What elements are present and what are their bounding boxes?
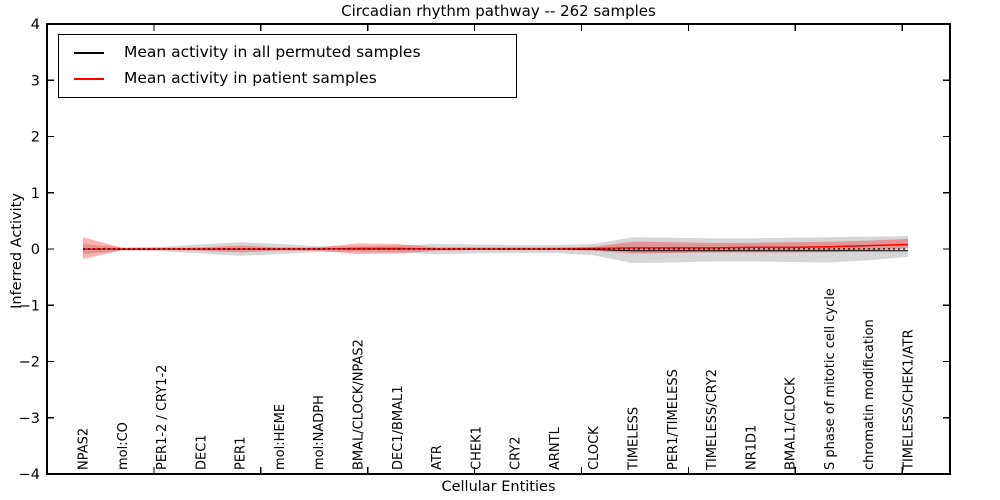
- y-tick-label: 2: [31, 130, 40, 146]
- x-category-label: mol:NADPH: [312, 395, 327, 470]
- x-category-label: ATR: [430, 445, 445, 470]
- x-category-label: TIMELESS: [627, 407, 642, 471]
- y-tick-label: −3: [19, 411, 40, 427]
- x-category-label: CHEK1: [469, 426, 484, 470]
- x-category-label: mol:HEME: [273, 404, 288, 470]
- x-category-label: BMAL/CLOCK/NPAS2: [352, 339, 367, 470]
- x-category-label: S phase of mitotic cell cycle: [823, 288, 838, 470]
- chart-title: Circadian rhythm pathway -- 262 samples: [341, 2, 656, 20]
- y-tick-label: −1: [19, 298, 40, 314]
- patient-std-band: [83, 237, 908, 260]
- patient-line-swatch: [74, 77, 104, 80]
- legend-box: Mean activity in all permuted samples Me…: [58, 34, 517, 98]
- x-category-label: PER1/TIMELESS: [666, 369, 681, 470]
- legend-entry-permuted: Mean activity in all permuted samples: [59, 45, 516, 61]
- x-category-label: CRY2: [509, 437, 524, 471]
- x-category-label: mol:CO: [116, 422, 131, 470]
- x-category-label: CLOCK: [587, 426, 602, 470]
- x-category-label: NR1D1: [744, 425, 759, 470]
- x-category-label: chromatin modification: [862, 319, 877, 470]
- x-axis-label: Cellular Entities: [441, 479, 556, 495]
- x-category-label: PER1-2 / CRY1-2: [155, 365, 170, 470]
- y-tick-label: 0: [31, 242, 40, 258]
- x-category-label: ARNTL: [548, 426, 563, 470]
- permuted-line-swatch: [74, 52, 104, 55]
- x-category-label: DEC1: [194, 434, 209, 470]
- legend-label-permuted: Mean activity in all permuted samples: [124, 43, 421, 62]
- legend-entry-patient: Mean activity in patient samples: [59, 71, 516, 87]
- patient-mean-line: [83, 243, 909, 250]
- y-tick-label: 3: [31, 73, 40, 89]
- y-tick-label: 4: [31, 17, 40, 33]
- x-category-label: TIMELESS/CHEK1/ATR: [902, 329, 917, 471]
- y-tick-label: −2: [19, 355, 40, 371]
- x-category-label: DEC1/BMAL1: [391, 386, 406, 471]
- x-category-label: TIMELESS/CRY2: [705, 369, 720, 471]
- x-category-label: BMAL1/CLOCK: [784, 377, 799, 470]
- y-tick-label: −4: [19, 467, 40, 483]
- x-category-label: PER1: [234, 437, 249, 470]
- legend-label-patient: Mean activity in patient samples: [124, 69, 377, 88]
- y-tick-label: 1: [31, 186, 40, 202]
- x-category-label: NPAS2: [77, 428, 92, 470]
